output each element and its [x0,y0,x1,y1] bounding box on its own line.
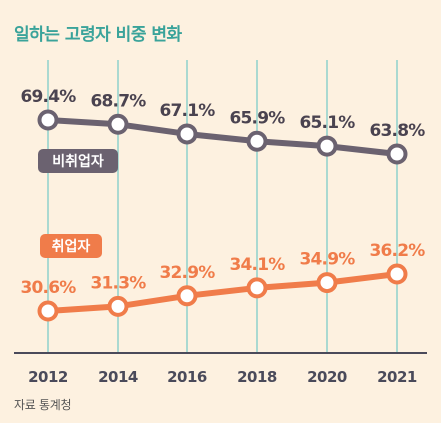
x-tick-label-2021: 2021 [377,368,417,386]
employed-legend-label: 취업자 [52,239,91,255]
non-employed-data-label-2021: 63.8% [370,121,426,141]
non-employed-legend-badge [38,149,118,173]
employed-line [45,271,400,314]
employed-point-2021 [386,263,408,285]
employed-point-2018 [246,277,268,299]
non-employed-data-label-2018: 65.9% [230,108,286,128]
x-tick-label-2020: 2020 [307,368,347,386]
non-employed-data-label-2014: 68.7% [91,91,147,111]
chart-title: 일하는 고령자 비중 변화 [14,25,182,45]
employed-data-label-2012: 30.6% [21,278,77,298]
employed-point-2014 [107,295,129,317]
non-employed-line [45,117,400,157]
non-employed-point-2016 [176,123,198,145]
source-note: 자료 통계청 [14,398,72,412]
employed-data-label-2020: 34.9% [300,250,356,270]
non-employed-point-2021 [386,143,408,165]
x-tick-label-2016: 2016 [167,368,207,386]
employed-legend-badge [40,234,102,258]
employed-point-2012 [37,300,59,322]
non-employed-point-2014 [107,113,129,135]
employed-data-label-2021: 36.2% [370,241,426,261]
x-tick-label-2012: 2012 [28,368,68,386]
non-employed-point-2018 [246,130,268,152]
non-employed-point-2020 [316,135,338,157]
non-employed-legend-label: 비취업자 [52,154,104,170]
non-employed-data-label-2012: 69.4% [21,87,77,107]
employed-data-label-2014: 31.3% [91,273,147,293]
employed-point-2016 [176,285,198,307]
x-tick-label-2018: 2018 [237,368,277,386]
non-employed-data-label-2016: 67.1% [160,101,216,121]
employed-data-label-2018: 34.1% [230,255,286,275]
employed-point-2020 [316,272,338,294]
x-tick-label-2014: 2014 [98,368,138,386]
non-employed-point-2012 [37,109,59,131]
non-employed-data-label-2020: 65.1% [300,113,356,133]
employed-data-label-2016: 32.9% [160,263,216,283]
